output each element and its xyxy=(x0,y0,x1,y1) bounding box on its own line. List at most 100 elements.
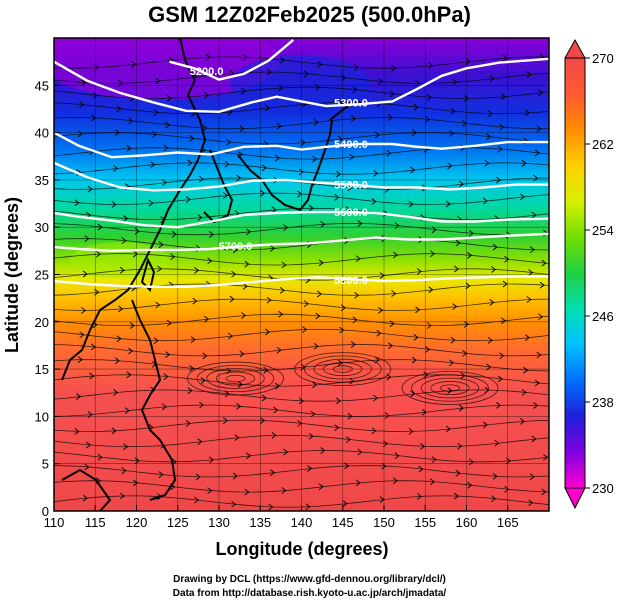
wind-arrow xyxy=(224,160,230,168)
wind-arrow xyxy=(387,342,393,350)
y-tick-label: 35 xyxy=(35,173,49,188)
colorbar-tick-label: 246 xyxy=(592,309,614,324)
wind-arrow xyxy=(376,329,382,337)
wind-arrow xyxy=(308,432,314,440)
wind-arrow xyxy=(392,251,398,259)
wind-arrow xyxy=(543,453,549,461)
wind-arrow xyxy=(204,91,210,99)
wind-arrow xyxy=(458,404,464,412)
wind-arrow xyxy=(482,197,488,205)
circulation-loop xyxy=(439,384,460,392)
wind-arrow xyxy=(77,130,83,138)
x-tick-label: 140 xyxy=(291,515,313,530)
wind-arrow xyxy=(119,492,125,500)
wind-arrow xyxy=(428,286,434,294)
wind-arrow xyxy=(74,428,80,435)
wind-arrow xyxy=(318,259,324,267)
wind-arrow xyxy=(224,390,230,398)
philippines-coastline xyxy=(131,299,177,501)
wind-arrow xyxy=(465,58,471,66)
wind-arrow xyxy=(452,303,458,310)
wind-arrow xyxy=(357,220,363,227)
wind-arrow xyxy=(234,434,240,441)
wind-arrow xyxy=(246,228,252,236)
colorbar-gradient xyxy=(564,57,586,489)
wind-arrow xyxy=(74,199,80,207)
wind-arrow xyxy=(394,452,400,460)
y-tick-label: 40 xyxy=(35,126,49,141)
contour-line xyxy=(169,38,295,81)
wind-arrow xyxy=(420,443,426,450)
wind-arrow xyxy=(450,336,456,344)
wind-arrow xyxy=(278,84,284,92)
wind-arrow xyxy=(371,427,377,435)
wind-arrow xyxy=(261,394,267,402)
wind-arrow xyxy=(94,288,100,296)
wind-arrow xyxy=(313,118,319,126)
wind-arrow xyxy=(539,281,545,289)
wind-arrow xyxy=(318,483,324,491)
wind-arrow xyxy=(349,377,355,385)
colorbar-top-arrow xyxy=(564,38,586,59)
wind-arrow xyxy=(303,70,309,78)
wind-arrow xyxy=(350,341,356,348)
wind-arrow xyxy=(199,401,205,409)
wind-arrow xyxy=(413,334,419,341)
wind-arrow xyxy=(531,435,537,443)
wind-arrow xyxy=(538,313,544,321)
wind-arrow xyxy=(170,253,176,261)
wind-arrow xyxy=(371,198,377,205)
wind-arrow xyxy=(352,86,358,94)
wind-arrow xyxy=(158,241,164,249)
wind-arrow xyxy=(126,145,132,152)
wind-arrow xyxy=(199,175,205,183)
x-tick-label: 115 xyxy=(85,515,106,530)
wind-arrow xyxy=(534,149,540,157)
wind-arrow xyxy=(79,101,85,109)
contour-line xyxy=(54,161,549,192)
wind-arrow xyxy=(244,260,250,268)
wind-arrow xyxy=(499,352,505,360)
wind-arrow xyxy=(492,243,498,251)
wind-arrow xyxy=(457,442,463,450)
wind-arrow xyxy=(305,503,311,511)
wind-arrow xyxy=(124,407,130,414)
wind-arrow xyxy=(484,159,490,167)
wind-arrow xyxy=(541,259,547,267)
wind-arrow xyxy=(239,350,245,358)
wind-arrow xyxy=(153,337,159,345)
wind-arrow xyxy=(231,500,237,508)
wind-arrow xyxy=(133,250,139,258)
wind-arrow xyxy=(497,375,503,383)
wind-arrow xyxy=(242,282,248,290)
wind-arrow xyxy=(263,366,269,374)
x-tick-label: 160 xyxy=(456,515,478,530)
colorbar-tick-label: 238 xyxy=(592,395,614,410)
wind-arrow xyxy=(114,357,120,365)
wind-arrow xyxy=(202,124,208,132)
wind-arrow xyxy=(447,162,453,170)
borneo-coastline xyxy=(61,468,112,511)
wind-arrow xyxy=(165,121,171,129)
wind-arrow xyxy=(415,306,421,314)
wind-arrow xyxy=(455,469,461,477)
contour-line xyxy=(54,131,549,159)
wind-arrow xyxy=(334,194,340,201)
wind-arrow xyxy=(350,115,356,122)
wind-arrow xyxy=(261,164,267,172)
wind-arrow xyxy=(81,307,87,314)
wind-arrow xyxy=(189,134,195,142)
wind-arrow xyxy=(449,359,455,367)
wind-arrow xyxy=(194,267,200,274)
wind-arrow xyxy=(232,472,238,480)
wind-arrow xyxy=(148,199,154,207)
wind-arrow xyxy=(450,107,456,115)
circulation-loop xyxy=(401,371,499,405)
wind-arrow xyxy=(416,493,422,500)
y-tick-label: 0 xyxy=(42,504,49,519)
colorbar-ticks: 230 238 246 254 262 270 xyxy=(585,51,614,496)
x-tick-label: 110 xyxy=(44,515,65,530)
circulation-loop xyxy=(430,381,470,396)
contour-line xyxy=(54,232,549,253)
wind-arrow xyxy=(449,130,455,137)
